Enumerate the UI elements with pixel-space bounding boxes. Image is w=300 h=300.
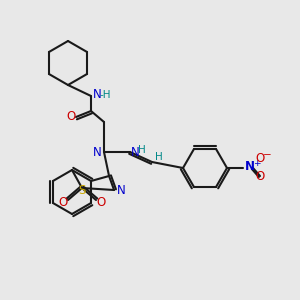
Text: S: S xyxy=(78,184,86,196)
Text: N: N xyxy=(93,88,102,101)
Text: H: H xyxy=(138,145,146,155)
Text: N: N xyxy=(93,146,101,158)
Text: O: O xyxy=(66,110,76,124)
Text: N: N xyxy=(245,160,255,173)
Text: −: − xyxy=(263,150,272,160)
Text: N: N xyxy=(131,146,140,158)
Text: O: O xyxy=(255,152,264,166)
Text: H: H xyxy=(155,152,163,162)
Text: O: O xyxy=(255,169,264,182)
Text: N: N xyxy=(117,184,126,196)
Text: -H: -H xyxy=(100,90,112,100)
Text: O: O xyxy=(96,196,106,209)
Text: +: + xyxy=(253,158,260,167)
Text: O: O xyxy=(58,196,68,209)
